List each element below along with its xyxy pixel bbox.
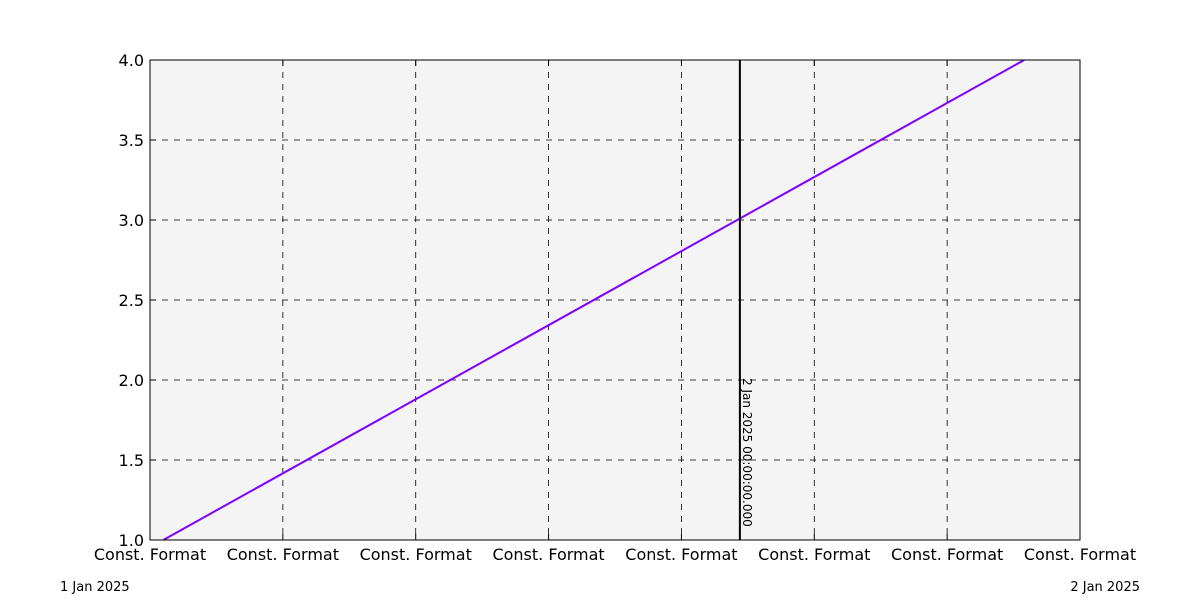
x-tick-label: Const. Format [625, 545, 737, 564]
x-tick-labels: Const. Format Const. Format Const. Format C… [94, 545, 1136, 564]
y-tick-label: 3.0 [119, 211, 144, 230]
y-tick-label: 4.0 [119, 51, 144, 70]
y-tick-label: 2.5 [119, 291, 144, 310]
vertical-marker-layer: 2 Jan 2025 00:00:00.000 [738, 60, 754, 540]
grid [150, 60, 1080, 540]
x-tick-label: Const. Format [758, 545, 870, 564]
ticks [149, 59, 1081, 541]
y-tick-label: 1.5 [119, 451, 144, 470]
x-tick-label: Const. Format [492, 545, 604, 564]
x-tick-label: Const. Format [1024, 545, 1136, 564]
y-tick-labels: 1.0 1.5 2.0 2.5 3.0 3.5 4.0 [119, 51, 144, 550]
vertical-marker-label: 2 Jan 2025 00:00:00.000 [740, 378, 754, 527]
plot-background [150, 60, 1080, 540]
x-tick-label: Const. Format [94, 545, 206, 564]
y-tick-label: 1.0 [119, 531, 144, 550]
corner-label-left: 1 Jan 2025 [60, 580, 130, 595]
x-tick-label: Const. Format [360, 545, 472, 564]
x-tick-label: Const. Format [891, 545, 1003, 564]
series-line [162, 60, 1025, 540]
corner-label-right: 2 Jan 2025 [1070, 580, 1140, 595]
y-tick-label: 2.0 [119, 371, 144, 390]
y-tick-label: 3.5 [119, 131, 144, 150]
series-layer [162, 60, 1025, 540]
x-tick-label: Const. Format [227, 545, 339, 564]
